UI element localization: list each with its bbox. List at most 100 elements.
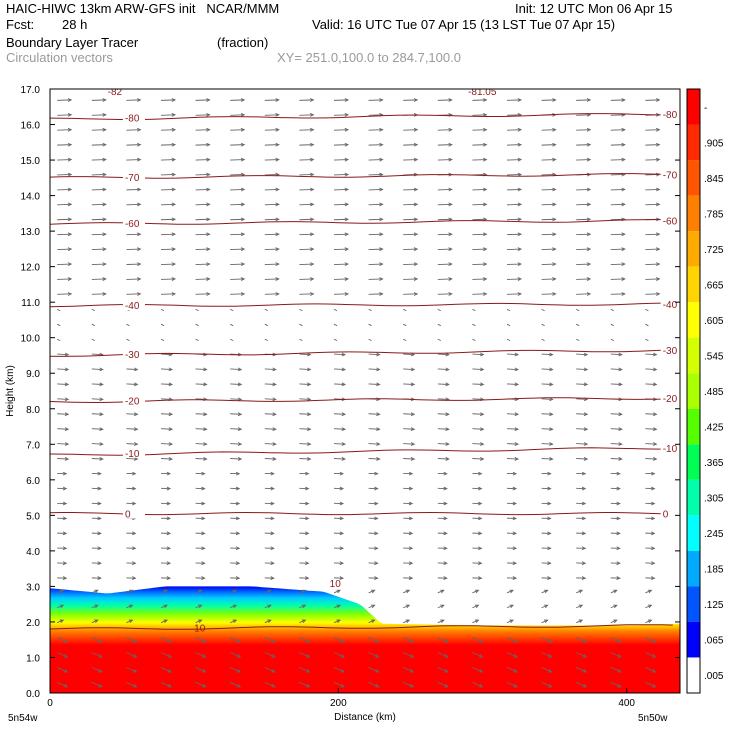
wind-vector <box>506 127 523 132</box>
wind-vector-shaft <box>333 203 349 206</box>
wind-vector-head <box>102 277 107 281</box>
colorbar-label: .305 <box>704 494 724 505</box>
x-left-end-label: 5n54w <box>8 713 38 724</box>
wind-vector <box>506 619 514 624</box>
wind-vector <box>160 486 172 491</box>
wind-vector <box>506 516 518 521</box>
wind-vector <box>645 232 661 237</box>
wind-vector-head <box>128 589 134 594</box>
wind-vector <box>91 262 107 267</box>
wind-vector-head <box>202 668 207 673</box>
wind-vector-head <box>275 232 280 237</box>
x-tick-label: 400 <box>618 698 635 709</box>
wind-vector <box>437 382 450 387</box>
wind-vector <box>472 127 488 132</box>
wind-vector <box>264 457 277 461</box>
wind-vector-head <box>102 112 107 117</box>
wind-vector-shaft <box>160 589 168 594</box>
wind-vector-shaft <box>91 443 103 445</box>
colorbar-swatch <box>687 302 700 338</box>
wind-vector <box>195 292 211 296</box>
wind-vector-head <box>413 232 419 237</box>
wind-vector-head <box>198 604 203 609</box>
wind-vector <box>472 262 488 267</box>
wind-vector-head <box>275 217 280 222</box>
wind-vector <box>506 352 520 357</box>
wind-vector <box>333 412 347 417</box>
wind-vector-shaft <box>299 338 303 342</box>
wind-vector-head <box>379 262 384 267</box>
wind-vector-shaft <box>264 263 279 265</box>
wind-vector-head <box>305 561 310 566</box>
wind-vector <box>541 412 554 417</box>
wind-vector-shaft <box>541 589 548 594</box>
wind-vector-head <box>64 457 70 461</box>
wind-vector-head <box>67 262 73 267</box>
wind-vector-head <box>339 486 345 491</box>
wind-vector <box>437 292 453 296</box>
wind-vector <box>264 292 280 296</box>
wind-vector <box>576 589 584 594</box>
wind-vector <box>472 486 483 491</box>
x-right-end-label: 5n50w <box>638 713 668 724</box>
wind-vector-shaft <box>126 619 133 624</box>
wind-vector-head <box>621 232 626 237</box>
wind-vector-head <box>514 427 520 431</box>
wind-vector-head <box>478 501 483 506</box>
wind-vector-shaft <box>57 263 72 265</box>
wind-vector-head <box>444 654 449 658</box>
wind-vector <box>195 457 208 461</box>
wind-vector-shaft <box>126 443 138 445</box>
wind-vector-head <box>379 217 384 222</box>
wind-vector-head <box>137 98 142 102</box>
wind-vector-shaft <box>472 383 484 385</box>
wind-vector-shaft <box>541 368 553 371</box>
wind-vector <box>541 457 554 461</box>
wind-vector-head <box>67 217 73 222</box>
wind-vector-head <box>581 576 587 580</box>
wind-vector-head <box>102 187 107 192</box>
wind-vector <box>126 652 138 658</box>
contour-label: 10 <box>194 623 206 634</box>
wind-vector-head <box>549 382 554 387</box>
wind-vector <box>230 442 243 446</box>
wind-vector-head <box>336 604 341 609</box>
colorbar-swatch <box>687 160 700 196</box>
wind-vector-shaft <box>57 443 69 445</box>
wind-vector <box>126 619 134 624</box>
wind-vector-head <box>413 157 419 162</box>
wind-vector-head <box>547 561 552 566</box>
wind-vector-shaft <box>610 413 622 415</box>
wind-vector-shaft <box>610 383 622 385</box>
y-tick-label: 4.0 <box>26 547 40 558</box>
wind-vector-head <box>376 412 381 417</box>
wind-vector-shaft <box>91 293 106 295</box>
wind-vector <box>333 142 350 147</box>
wind-vector-head <box>202 654 207 658</box>
wind-vector-shaft <box>230 263 245 265</box>
wind-vector-shaft <box>195 443 207 445</box>
wind-vector <box>472 681 484 688</box>
wind-vector-head <box>410 367 416 372</box>
wind-vector-head <box>339 501 345 506</box>
wind-vector-head <box>376 352 381 357</box>
wind-vector-shaft <box>299 114 314 116</box>
wind-vector-head <box>618 382 623 387</box>
wind-vector <box>91 667 103 673</box>
wind-vector <box>368 127 384 132</box>
wind-vector-shaft <box>333 637 345 643</box>
wind-vector <box>610 98 626 102</box>
wind-vector-shaft <box>576 458 588 460</box>
wind-vector-head <box>616 546 621 551</box>
wind-vector-head <box>379 247 384 252</box>
wind-vector <box>299 501 310 506</box>
wind-vector-shaft <box>541 458 553 460</box>
wind-vector-head <box>63 668 69 673</box>
wind-vector <box>299 471 310 476</box>
wind-vector-head <box>310 202 315 207</box>
wind-vector-head <box>235 531 241 536</box>
wind-vector-head <box>306 352 312 357</box>
y-tick-label: 1.0 <box>26 653 40 664</box>
contour-line <box>50 113 673 121</box>
wind-vector-head <box>547 576 552 580</box>
